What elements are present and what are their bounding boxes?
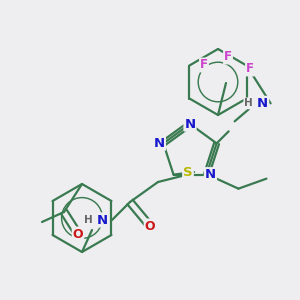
Text: N: N xyxy=(205,168,216,181)
Text: N: N xyxy=(154,137,165,150)
Text: N: N xyxy=(184,118,196,130)
Text: N: N xyxy=(96,214,108,226)
Text: F: F xyxy=(246,62,254,76)
Text: F: F xyxy=(200,58,208,71)
Text: O: O xyxy=(145,220,155,232)
Text: H: H xyxy=(244,98,253,108)
Text: O: O xyxy=(73,227,83,241)
Text: N: N xyxy=(257,97,268,110)
Text: S: S xyxy=(183,166,193,178)
Text: H: H xyxy=(84,215,92,225)
Text: F: F xyxy=(224,50,232,64)
